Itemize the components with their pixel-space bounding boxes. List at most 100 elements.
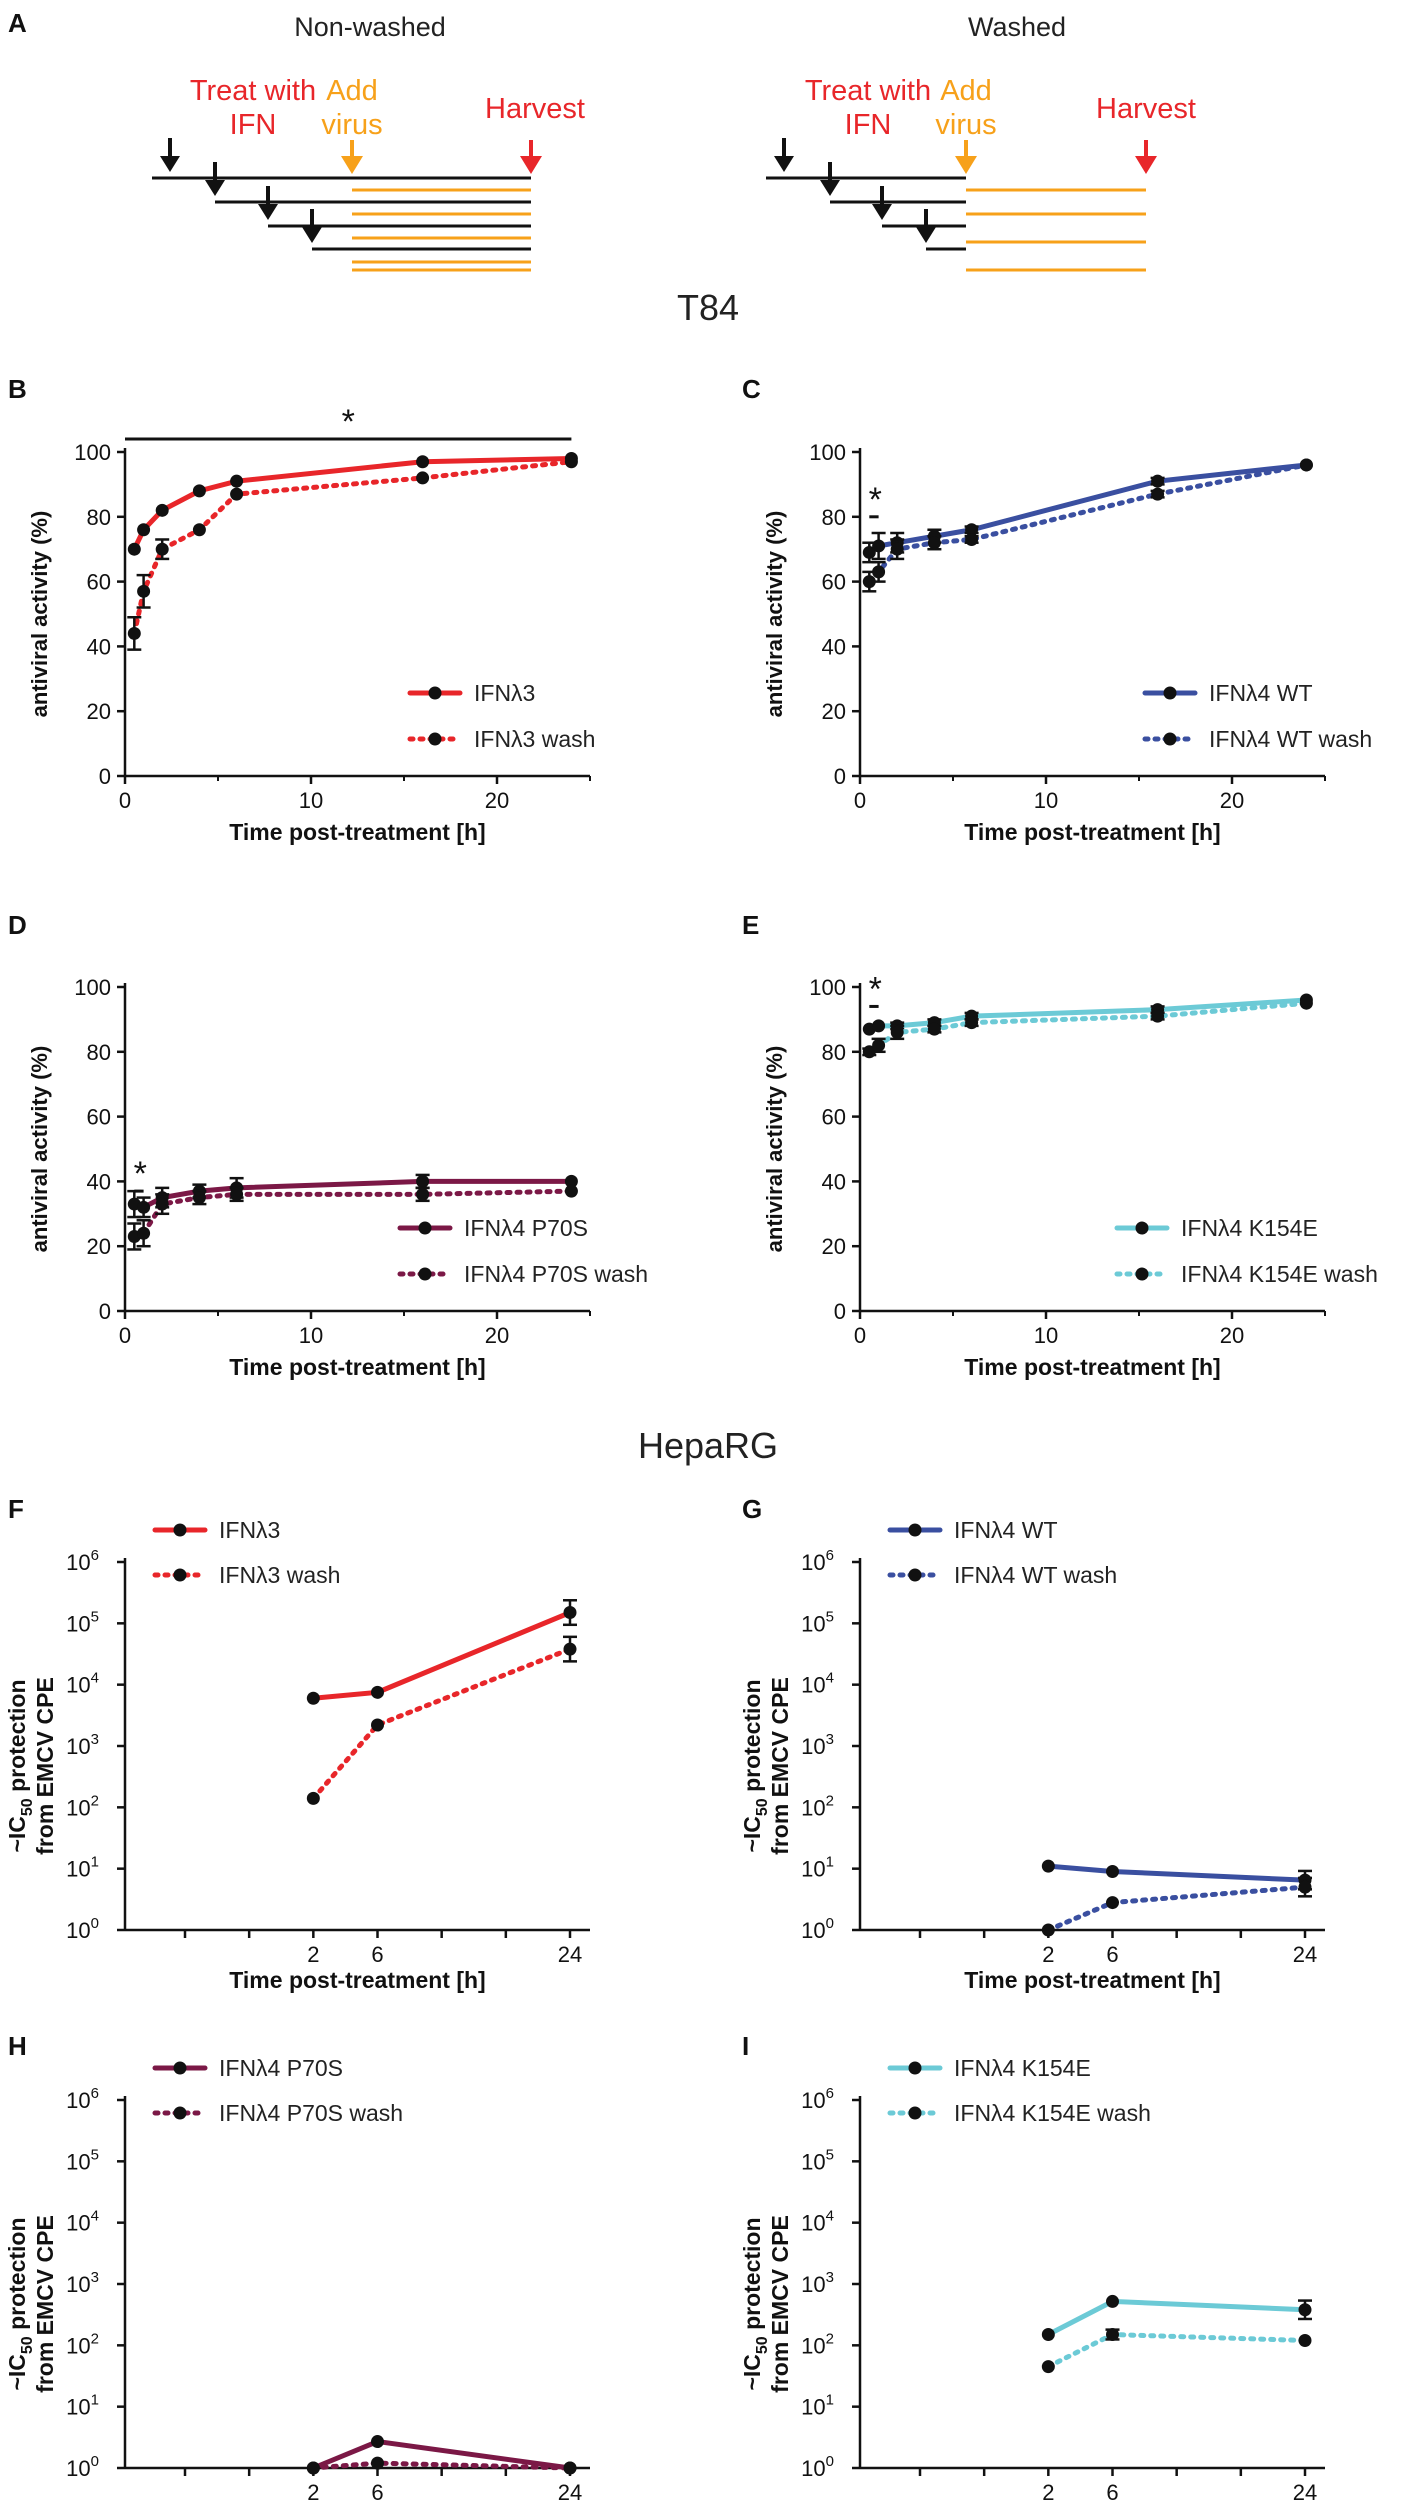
y-tick-label: 101	[66, 1854, 99, 1882]
data-point	[127, 542, 141, 556]
data-point	[563, 1606, 577, 1620]
data-point	[416, 455, 430, 469]
y-axis-label: ~IC50 protection	[739, 2217, 771, 2390]
y-tick-label: 100	[801, 2453, 834, 2481]
data-point	[155, 542, 169, 556]
harvest-label: Harvest	[1096, 93, 1196, 125]
data-point	[564, 1174, 578, 1188]
y-tick-label: 104	[66, 1670, 99, 1698]
legend-marker	[1163, 686, 1177, 700]
legend-label: IFNλ3 wash	[474, 726, 595, 752]
panel-letter: F	[8, 1494, 24, 1524]
y-tick-label: 106	[801, 2085, 834, 2113]
data-point	[1298, 1880, 1312, 1894]
section-title-t84: T84	[677, 287, 739, 328]
x-tick-label: 20	[1220, 788, 1244, 813]
data-point	[230, 1187, 244, 1201]
y-tick-label: 60	[822, 570, 846, 595]
legend-marker	[173, 2106, 187, 2120]
legend: IFNλ4 P70S IFNλ4 P70S wash	[397, 1215, 648, 1287]
y-tick-label: 80	[87, 505, 111, 530]
y-axis-label-subscript: 50	[19, 1798, 36, 1816]
down-arrow-icon	[955, 140, 977, 174]
x-tick-label: 6	[371, 2480, 383, 2500]
y-tick-label: 20	[822, 1234, 846, 1259]
legend-marker	[908, 1523, 922, 1537]
y-tick-exponent: 5	[91, 1608, 99, 1625]
y-tick-exponent: 1	[91, 2392, 99, 2409]
down-arrow-icon	[520, 140, 542, 174]
legend-label: IFNλ4 K154E	[1181, 1215, 1318, 1241]
data-point	[192, 523, 206, 537]
y-tick-label: 101	[66, 2392, 99, 2420]
y-tick-exponent: 6	[91, 1547, 99, 1564]
x-tick-label: 6	[1106, 1942, 1118, 1967]
down-arrow-icon	[1135, 140, 1157, 174]
series-line	[1045, 2332, 1308, 2370]
y-tick-label: 60	[822, 1105, 846, 1130]
legend-label: IFNλ4 WT	[1209, 680, 1313, 706]
down-arrow-icon	[160, 138, 180, 172]
legend-label: IFNλ3	[219, 1517, 280, 1543]
legend-marker	[418, 1221, 432, 1235]
legend-label: IFNλ3	[474, 680, 535, 706]
data-point	[1299, 996, 1313, 1010]
legend-marker	[1163, 732, 1177, 746]
treat-label-line2: IFN	[845, 109, 892, 141]
y-axis-label-subscript: 50	[754, 2336, 771, 2354]
x-tick-label: 6	[371, 1942, 383, 1967]
y-tick-label: 105	[801, 2146, 834, 2174]
y-tick-label: 60	[87, 1105, 111, 1130]
y-tick-label: 20	[87, 699, 111, 724]
y-tick-label: 100	[66, 1915, 99, 1943]
y-tick-label: 101	[801, 1854, 834, 1882]
data-point	[1041, 1859, 1055, 1873]
y-axis-label-part: protection	[4, 1679, 30, 1798]
data-point	[965, 532, 979, 546]
data-point	[564, 1184, 578, 1198]
y-tick-exponent: 3	[91, 2269, 99, 2286]
y-tick-label: 80	[822, 1040, 846, 1065]
down-arrow-icon	[916, 209, 936, 243]
add-virus-label-line1: Add	[326, 75, 378, 107]
x-axis-label: Time post-treatment [h]	[229, 819, 485, 845]
data-point	[306, 1791, 320, 1805]
y-tick-label: 20	[822, 699, 846, 724]
x-tick-label: 20	[485, 1323, 509, 1348]
data-point	[137, 523, 151, 537]
x-tick-label: 10	[1034, 1323, 1058, 1348]
y-tick-exponent: 0	[91, 1915, 99, 1932]
y-tick-exponent: 2	[826, 1792, 834, 1809]
series-line	[1045, 1884, 1308, 1933]
legend-label: IFNλ4 P70S	[219, 2055, 343, 2081]
legend-label: IFNλ4 P70S	[464, 1215, 588, 1241]
panel-letter: B	[8, 374, 27, 404]
data-point	[137, 1200, 151, 1214]
data-point	[1106, 2328, 1119, 2342]
down-arrow-icon	[205, 162, 225, 196]
data-point	[230, 487, 244, 501]
y-tick-exponent: 5	[91, 2146, 99, 2163]
legend: IFNλ3 IFNλ3 wash	[407, 680, 595, 752]
x-axis-label: Time post-treatment [h]	[964, 1967, 1220, 1993]
x-tick-label: 10	[299, 1323, 323, 1348]
y-tick-label: 102	[66, 2330, 99, 2358]
x-tick-label: 10	[1034, 788, 1058, 813]
y-axis-label: antiviral activity (%)	[762, 1046, 787, 1253]
data-point	[416, 1174, 430, 1188]
data-point	[192, 484, 206, 498]
y-axis-label: ~IC50 protection	[4, 2217, 36, 2390]
schematic-non-washed: Non-washed Treat with IFN Add virus Harv…	[152, 12, 585, 272]
data-point	[1298, 2333, 1312, 2347]
y-tick-exponent: 1	[826, 2392, 834, 2409]
panel-letter: G	[742, 1494, 762, 1524]
y-tick-label: 104	[801, 1670, 834, 1698]
legend: IFNλ4 P70S IFNλ4 P70S wash	[152, 2055, 403, 2126]
y-tick-label: 100	[809, 440, 846, 465]
add-virus-label-line1: Add	[940, 75, 992, 107]
y-tick-label: 80	[87, 1040, 111, 1065]
data-point	[862, 545, 876, 559]
